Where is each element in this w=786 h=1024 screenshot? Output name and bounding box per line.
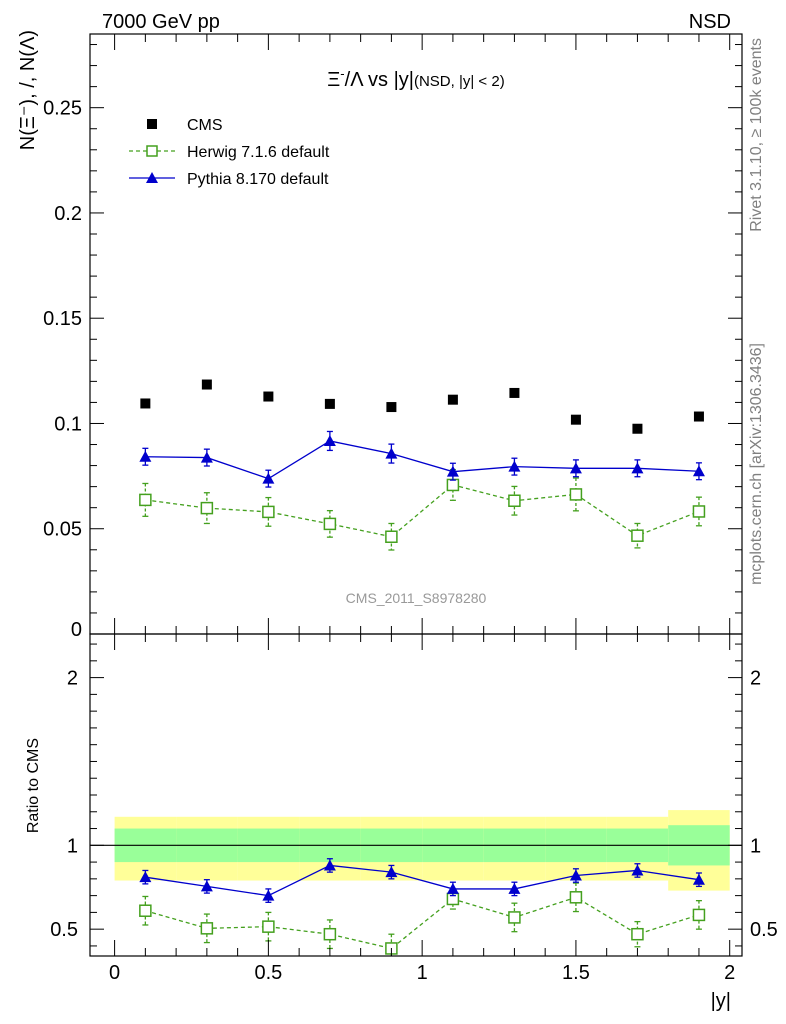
herwig-ratio-point — [631, 927, 644, 941]
cms-data-point — [693, 411, 704, 422]
pythia-ratio-point — [385, 866, 398, 878]
pythia-point — [446, 465, 459, 477]
herwig-ratio-line — [145, 896, 700, 950]
main-y-ticks: 0 0.05 0.1 0.15 0.2 0.25 — [43, 44, 742, 641]
herwig-point — [508, 494, 521, 507]
pythia-ratio-point — [692, 873, 705, 885]
cms-data-point — [140, 398, 151, 409]
pythia-point — [692, 465, 705, 477]
pythia-ratio-point — [262, 889, 275, 901]
legend-marker-cms — [147, 119, 157, 129]
herwig-point — [569, 488, 583, 501]
pythia-line — [145, 440, 699, 480]
legend-label-cms: CMS — [187, 117, 223, 134]
pythia-ratio-point — [200, 880, 213, 892]
ratio-y-tick-label-right: 2 — [750, 668, 761, 690]
ratio-uncertainty-bands — [90, 810, 742, 891]
main-y-tick-label: 0 — [71, 619, 82, 641]
pythia-ratio-point — [631, 864, 644, 876]
herwig-ratio-point — [569, 891, 583, 904]
process-label: NSD — [689, 11, 731, 33]
ratio-data-points — [139, 858, 706, 956]
pythia-point — [569, 462, 582, 474]
x-tick-label: 0 — [109, 962, 120, 984]
cms-data-point — [509, 387, 520, 398]
x-tick-label: 1.5 — [562, 962, 590, 984]
herwig-ratio-point — [262, 920, 275, 933]
legend-label-herwig: Herwig 7.1.6 default — [187, 144, 330, 161]
main-chart-title: Ξ-/Λ vs |y|(NSD, |y| < 2) — [327, 66, 504, 91]
main-y-tick-label: 0.2 — [54, 203, 82, 225]
herwig-point — [692, 505, 706, 518]
mcplots-side-label: mcplots.cern.ch [arXiv:1306.3436] — [748, 343, 765, 585]
x-axis-label: |y| — [711, 990, 731, 1012]
pythia-point — [385, 447, 398, 459]
pythia-ratio-point — [508, 882, 521, 894]
herwig-ratio-point — [692, 908, 706, 922]
ratio-y-ticks: 0.5 0.5 1 1 2 2 — [50, 643, 778, 947]
pythia-ratio-line — [145, 864, 700, 897]
legend-marker-herwig — [146, 145, 158, 157]
pythia-ratio-point — [446, 882, 459, 894]
herwig-point — [446, 478, 460, 492]
x-tick-label: 1 — [417, 962, 428, 984]
herwig-point — [139, 493, 152, 507]
pythia-point — [262, 472, 275, 484]
ratio-y-tick-label: 1 — [67, 835, 78, 857]
panel-frames — [89, 33, 743, 957]
ratio-y-tick-label-right: 1 — [750, 835, 761, 857]
cms-data-point — [570, 414, 581, 425]
x-ticks: 0 0.5 1 1.5 2 — [109, 34, 735, 984]
pythia-ratio-point — [139, 871, 152, 883]
rivet-side-label: Rivet 3.1.10, ≥ 100k events — [748, 38, 765, 232]
cms-data-point — [263, 391, 274, 402]
legend: CMS Herwig 7.1.6 default Pythia 8.170 de… — [129, 117, 330, 188]
x-tick-label: 2 — [724, 962, 735, 984]
main-y-tick-label: 0.25 — [43, 98, 82, 120]
herwig-ratio-point — [323, 927, 337, 941]
ratio-y-tick-label: 0.5 — [50, 919, 78, 941]
main-y-tick-label: 0.05 — [43, 519, 82, 541]
herwig-line — [145, 484, 700, 538]
ratio-panel-frame — [89, 633, 743, 957]
reference-label: CMS_2011_S8978280 — [346, 590, 487, 606]
herwig-ratio-point — [508, 911, 521, 924]
pythia-point — [323, 434, 336, 446]
cms-data-point — [447, 394, 458, 405]
cms-data-point — [632, 423, 643, 434]
herwig-point — [631, 529, 644, 542]
pythia-point — [200, 451, 213, 463]
energy-label: 7000 GeV pp — [102, 11, 220, 33]
herwig-point — [262, 505, 275, 519]
main-y-tick-label: 0.1 — [54, 413, 82, 435]
legend-marker-pythia — [146, 172, 158, 183]
herwig-point — [385, 530, 398, 543]
cms-data-point — [201, 379, 212, 390]
main-data-points — [139, 379, 706, 551]
x-tick-label: 0.5 — [254, 962, 282, 984]
ratio-y-axis-label: Ratio to CMS — [25, 738, 42, 833]
herwig-ratio-point — [139, 904, 152, 917]
main-y-tick-label: 0.15 — [43, 308, 82, 330]
legend-label-pythia: Pythia 8.170 default — [187, 171, 329, 188]
pythia-point — [508, 460, 521, 472]
ratio-y-tick-label: 2 — [67, 668, 78, 690]
herwig-point — [323, 517, 337, 531]
cms-data-point — [386, 402, 397, 413]
pythia-ratio-point — [569, 869, 582, 881]
pythia-point — [631, 462, 644, 474]
herwig-ratio-point — [200, 922, 214, 935]
herwig-point — [200, 501, 214, 515]
cms-data-point — [324, 398, 335, 409]
ratio-y-tick-label-right: 0.5 — [750, 919, 778, 941]
pythia-point — [139, 450, 152, 462]
main-y-axis-label: N(Ξ⁻), /, N(Λ) — [17, 30, 39, 150]
pythia-ratio-point — [323, 859, 336, 871]
